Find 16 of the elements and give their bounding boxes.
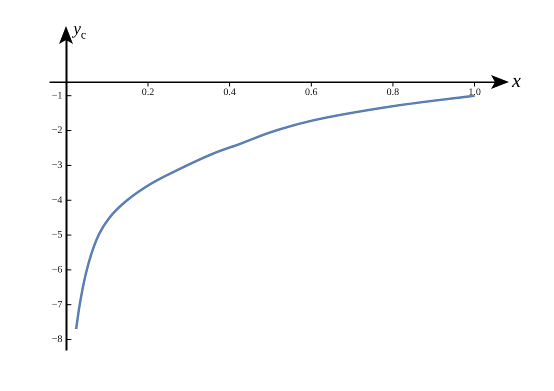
line-series (74, 94, 476, 330)
x-tick-label: 0.2 (142, 87, 154, 98)
y-tick-label: −5 (52, 230, 62, 241)
y-tick-label: −3 (52, 160, 62, 172)
y-tick-label: −4 (52, 194, 62, 206)
x-axis-title: x (512, 70, 521, 92)
x-tick-label: 0.4 (223, 87, 236, 98)
y-axis-title: y$_{c}$ (73, 19, 86, 42)
x-tick-label: 1.0 (468, 87, 481, 98)
y-tick-label: −1 (52, 90, 62, 102)
x-tick-label: 0.6 (305, 87, 318, 98)
y-tick-label: −2 (52, 125, 62, 136)
y-tick-label: −6 (52, 264, 62, 276)
y-tick-label: −7 (52, 299, 62, 310)
y-tick-label: −8 (52, 334, 62, 346)
x-tick-label: 0.8 (386, 87, 400, 98)
